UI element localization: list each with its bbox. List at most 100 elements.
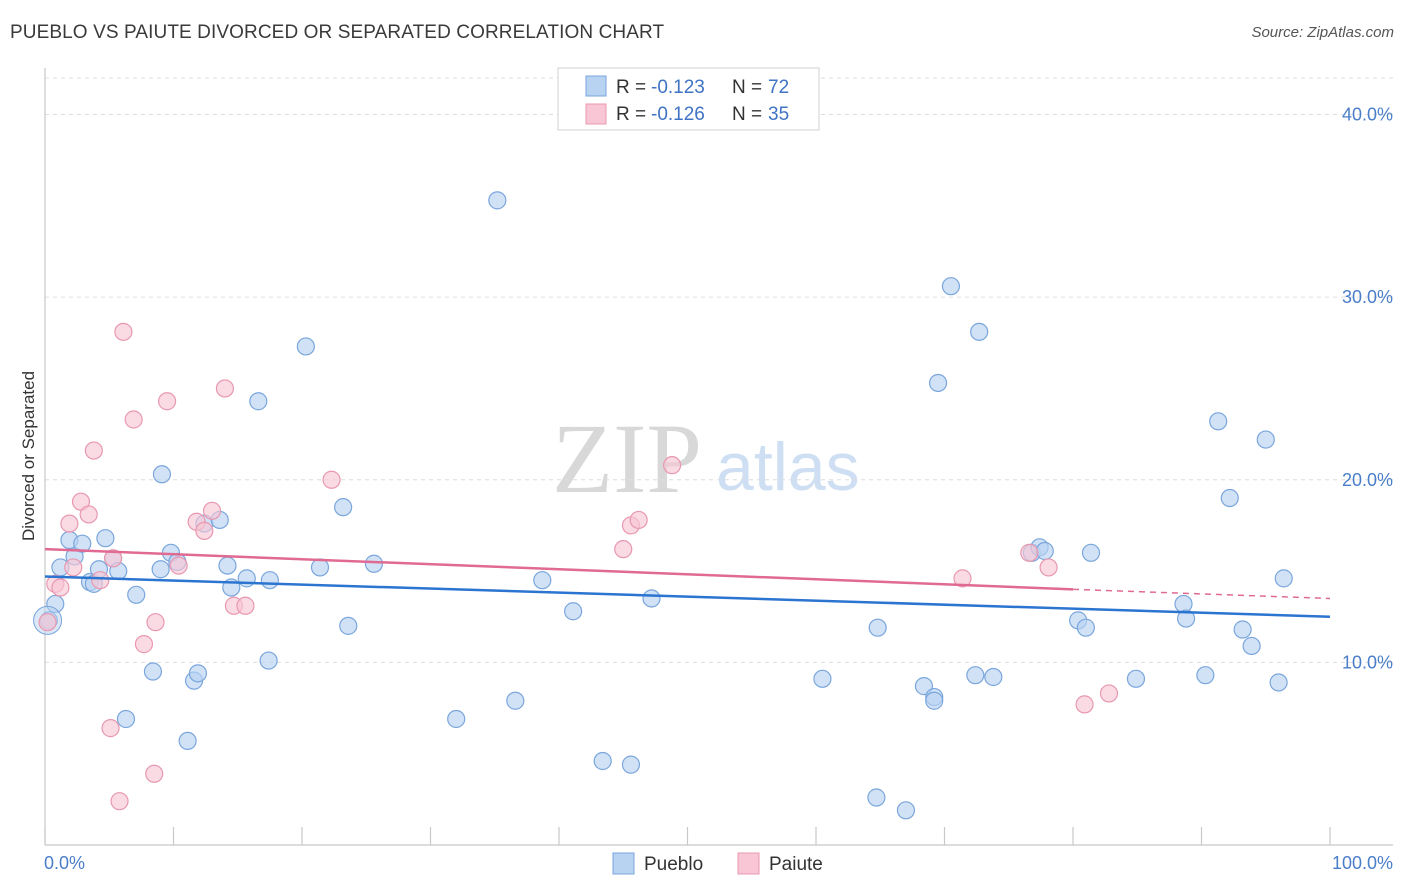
pueblo-point: [447, 709, 466, 729]
bottom-legend-paiute-swatch: [737, 852, 760, 875]
pueblo-point: [339, 616, 358, 635]
pueblo-point: [1233, 620, 1252, 639]
legend-pueblo-r-value: -0.123: [651, 77, 705, 98]
legend-paiute-r-label: R =: [616, 104, 646, 125]
paiute-point: [662, 456, 682, 475]
paiute-point: [145, 764, 164, 783]
paiute-point: [91, 571, 110, 590]
pueblo-point: [260, 571, 279, 590]
x-tick-marks: [44, 827, 1331, 845]
pueblo-point: [868, 618, 887, 637]
pueblo-point: [642, 589, 661, 608]
pueblo-point: [152, 465, 172, 484]
paiute-point: [169, 556, 188, 575]
pueblo-point: [296, 337, 315, 356]
pueblo-point: [896, 801, 916, 820]
bottom-legend: Pueblo Paiute: [612, 852, 823, 875]
pueblo-point: [984, 667, 1003, 687]
pueblo-point: [1126, 669, 1146, 688]
pueblo-point: [533, 571, 552, 590]
bottom-legend-paiute-label: Paiute: [769, 854, 823, 875]
y-tick-label: 10.0%: [1342, 652, 1393, 672]
legend-pueblo-n-label: N =: [732, 77, 762, 98]
trend-lines: [44, 547, 1331, 618]
x-tick-label-min: 0.0%: [44, 853, 85, 873]
paiute-point: [236, 596, 255, 615]
y-tick-label: 30.0%: [1342, 287, 1393, 307]
pueblo-point: [1196, 666, 1215, 685]
pueblo-point: [970, 322, 989, 341]
x-tick-label-max: 100.0%: [1332, 853, 1393, 873]
paiute-point: [614, 540, 633, 559]
paiute-trend-line: [44, 547, 1074, 591]
legend: R = -0.123 N = 72 R = -0.126 N = 35: [557, 67, 820, 131]
paiute-trend-extension: [1072, 588, 1331, 600]
pueblo-point: [1209, 412, 1228, 431]
paiute-series: [38, 322, 1119, 811]
pueblo-point: [178, 731, 197, 751]
pueblo-point: [116, 709, 136, 729]
pueblo-point: [564, 602, 583, 621]
pueblo-point: [813, 669, 832, 688]
paiute-point: [124, 410, 143, 429]
pueblo-point: [1076, 618, 1095, 637]
watermark-atlas: atlas: [716, 429, 860, 505]
pueblo-point: [928, 373, 948, 393]
paiute-point: [1020, 543, 1039, 562]
paiute-point: [134, 635, 154, 654]
paiute-point: [84, 441, 103, 460]
legend-paiute-swatch: [585, 103, 607, 125]
pueblo-point: [96, 529, 115, 548]
pueblo-point: [188, 664, 208, 683]
pueblo-point: [1256, 430, 1275, 449]
pueblo-point: [73, 534, 92, 553]
paiute-point: [110, 792, 129, 811]
paiute-point: [114, 322, 133, 341]
legend-pueblo-n-value: 72: [768, 77, 789, 98]
pueblo-point: [1269, 673, 1288, 692]
pueblo-point: [925, 691, 944, 710]
pueblo-point: [1035, 541, 1054, 561]
paiute-point: [953, 569, 972, 588]
pueblo-point: [364, 554, 384, 573]
pueblo-point: [127, 585, 146, 604]
paiute-point: [322, 470, 341, 489]
pueblo-point: [621, 755, 641, 774]
legend-paiute-n-label: N =: [732, 104, 762, 125]
pueblo-point: [966, 666, 985, 685]
paiute-point: [157, 392, 177, 411]
legend-paiute-r-value: -0.126: [651, 104, 705, 125]
chart-title: PUEBLO VS PAIUTE DIVORCED OR SEPARATED C…: [10, 22, 665, 43]
pueblo-point: [1220, 488, 1239, 508]
watermark: ZIP atlas: [552, 403, 860, 514]
paiute-point: [195, 521, 214, 540]
paiute-point: [64, 558, 83, 577]
pueblo-point: [249, 392, 268, 411]
y-tick-label: 20.0%: [1342, 470, 1393, 490]
paiute-point: [1099, 684, 1119, 703]
pueblo-point: [1081, 543, 1101, 562]
legend-pueblo-r-label: R =: [616, 77, 646, 98]
paiute-point: [202, 501, 222, 520]
pueblo-point: [941, 277, 961, 296]
paiute-point: [51, 578, 70, 597]
legend-paiute-n-value: 35: [768, 104, 789, 125]
paiute-point: [104, 549, 123, 568]
paiute-point: [60, 514, 79, 533]
paiute-point: [146, 613, 165, 632]
pueblo-point: [151, 560, 170, 579]
pueblo-point: [1274, 569, 1293, 588]
watermark-zip: ZIP: [552, 403, 702, 514]
paiute-point: [215, 379, 234, 398]
paiute-point: [38, 613, 57, 632]
paiute-point: [629, 510, 648, 530]
paiute-point: [1039, 558, 1058, 577]
pueblo-trend-line: [44, 575, 1331, 618]
pueblo-point: [593, 751, 612, 771]
paiute-point: [101, 719, 120, 738]
paiute-point: [1075, 695, 1094, 714]
y-axis-label: Divorced or Separated: [19, 371, 38, 541]
pueblo-point: [334, 498, 353, 517]
pueblo-point: [143, 662, 163, 681]
legend-pueblo-swatch: [585, 75, 607, 97]
